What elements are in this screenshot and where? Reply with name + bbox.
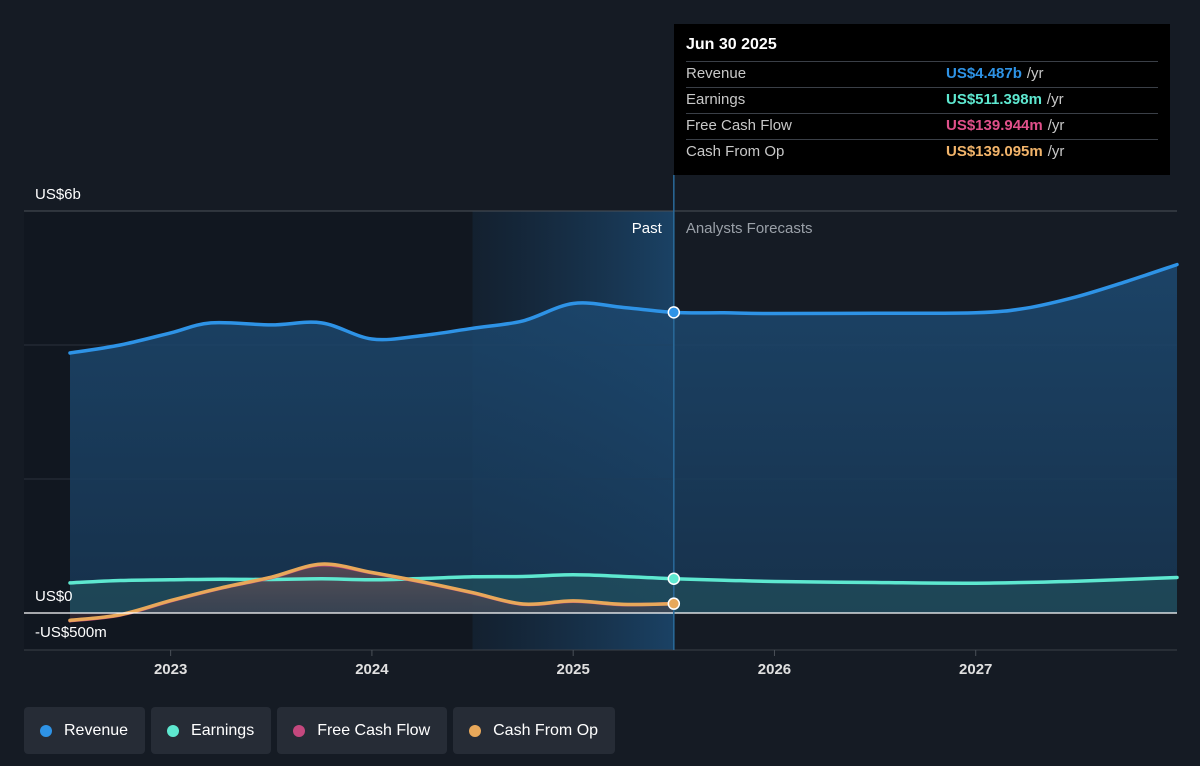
y-tick-label: US$0 — [35, 588, 73, 605]
series-markers — [667, 306, 681, 610]
revenue-line — [68, 262, 1179, 355]
legend-label: Revenue — [64, 721, 129, 739]
y-tick-label: US$6b — [35, 186, 81, 203]
y-tick-label: -US$500m — [35, 624, 107, 641]
tooltip-value: US$139.095m — [946, 143, 1043, 160]
past-label: Past — [632, 220, 663, 237]
tooltip-row-cash-from-op: Cash From Op US$139.095m /yr — [686, 139, 1158, 165]
tooltip-value: US$511.398m — [946, 91, 1042, 108]
tooltip-row-earnings: Earnings US$511.398m /yr — [686, 87, 1158, 113]
x-tick-label: 2024 — [355, 661, 389, 678]
x-tick-label: 2027 — [959, 661, 992, 678]
tooltip: Jun 30 2025 Revenue US$4.487b /yr Earnin… — [674, 24, 1170, 175]
cash-from-op-line — [68, 562, 676, 623]
legend: Revenue Earnings Free Cash Flow Cash Fro… — [24, 707, 621, 754]
tooltip-unit: /yr — [1047, 117, 1065, 134]
legend-item-revenue[interactable]: Revenue — [24, 707, 146, 754]
revenue-marker — [667, 306, 681, 319]
tooltip-row-free-cash-flow: Free Cash Flow US$139.944m /yr — [686, 113, 1158, 139]
tooltip-label: Free Cash Flow — [686, 117, 792, 134]
tooltip-value: US$139.944m — [946, 117, 1043, 134]
x-tick-label: 2025 — [556, 661, 589, 678]
tooltip-row-revenue: Revenue US$4.487b /yr — [686, 61, 1158, 87]
legend-dot-icon — [469, 724, 482, 737]
legend-label: Cash From Op — [493, 721, 599, 739]
forecast-label: Analysts Forecasts — [686, 220, 813, 237]
tooltip-label: Revenue — [686, 65, 747, 82]
revenue-area — [70, 264, 1177, 613]
earnings-marker — [667, 572, 681, 586]
tooltip-date: Jun 30 2025 — [686, 36, 777, 53]
earnings-line — [68, 573, 1179, 585]
tooltip-label: Earnings — [686, 91, 746, 108]
legend-item-earnings[interactable]: Earnings — [151, 707, 272, 754]
legend-item-free-cash-flow[interactable]: Free Cash Flow — [277, 707, 448, 754]
series-lines — [24, 262, 1179, 623]
tooltip-label: Cash From Op — [686, 143, 785, 160]
tooltip-unit: /yr — [1026, 65, 1044, 82]
legend-item-cash-from-op[interactable]: Cash From Op — [453, 707, 616, 754]
legend-dot-icon — [40, 724, 52, 737]
legend-label: Free Cash Flow — [317, 721, 431, 739]
legend-dot-icon — [167, 724, 180, 737]
legend-label: Earnings — [191, 721, 255, 739]
legend-dot-icon — [293, 724, 306, 737]
x-tick-label: 2023 — [154, 661, 187, 678]
cash-from-op-marker — [667, 597, 681, 610]
axis-labels: US$6b US$0 -US$500m 2023 2024 2025 2026 2027 — [35, 186, 992, 678]
tooltip-unit: /yr — [1047, 143, 1065, 160]
tooltip-unit: /yr — [1046, 91, 1064, 108]
tooltip-value: US$4.487b — [946, 65, 1022, 82]
x-tick-label: 2026 — [758, 661, 791, 678]
cash-from-op-area — [70, 564, 674, 621]
